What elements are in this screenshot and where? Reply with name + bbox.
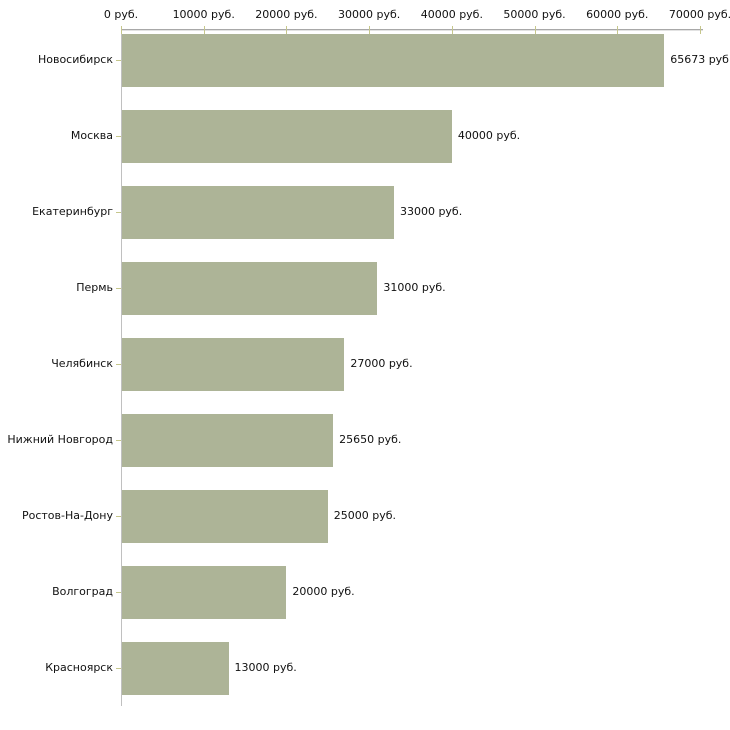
axis-tick-mark <box>700 26 701 34</box>
axis-tick-label: 30000 руб. <box>338 8 401 21</box>
bar <box>122 641 229 695</box>
bar <box>122 109 452 163</box>
category-label: Ростов-На-Дону <box>21 509 113 522</box>
value-label: 33000 руб. <box>399 205 463 218</box>
category-label: Волгоград <box>52 585 113 598</box>
axis-tick-mark <box>286 26 288 34</box>
axis-tick-mark <box>369 26 371 34</box>
value-label: 25000 руб. <box>333 509 397 522</box>
category-tick-mark <box>116 364 121 365</box>
axis-tick-label: 60000 руб. <box>586 8 649 21</box>
bar <box>122 337 344 391</box>
bar <box>122 33 664 87</box>
bar <box>122 413 333 467</box>
category-label: Екатеринбург <box>32 205 113 218</box>
axis-tick-label: 50000 руб. <box>503 8 566 21</box>
bar <box>122 565 286 619</box>
axis-tick-mark <box>534 26 536 34</box>
category-label: Пермь <box>76 281 113 294</box>
bar <box>122 489 328 543</box>
category-tick-mark <box>116 136 121 137</box>
axis-tick-label: 40000 руб. <box>420 8 483 21</box>
category-tick-mark <box>116 668 121 669</box>
axis-tick-mark <box>121 26 122 34</box>
value-label: 13000 руб. <box>234 661 297 674</box>
axis-tick-mark <box>203 26 205 34</box>
category-label: Москва <box>70 129 113 142</box>
axis-tick-mark <box>617 26 619 34</box>
bar <box>122 261 377 315</box>
category-tick-mark <box>116 516 121 517</box>
axis-tick-label: 20000 руб. <box>255 8 318 21</box>
category-tick-mark <box>116 288 121 289</box>
category-tick-mark <box>116 212 121 213</box>
category-label: Челябинск <box>51 357 113 370</box>
axis-tick-label: 70000 руб. <box>668 8 730 21</box>
value-label: 40000 руб. <box>457 129 521 142</box>
value-label: 20000 руб. <box>292 585 355 598</box>
category-label: Нижний Новгород <box>7 433 113 446</box>
value-label: 65673 руб. <box>670 53 730 66</box>
category-tick-mark <box>116 440 121 441</box>
category-tick-mark <box>116 592 121 593</box>
value-axis-line <box>121 29 703 30</box>
axis-tick-mark <box>451 26 453 34</box>
category-label: Красноярск <box>45 661 113 674</box>
category-axis-line <box>121 29 122 706</box>
value-label: 27000 руб. <box>350 357 413 370</box>
bar <box>122 185 394 239</box>
value-label: 31000 руб. <box>383 281 446 294</box>
axis-tick-label: 10000 руб. <box>172 8 235 21</box>
value-label: 25650 руб. <box>339 433 402 446</box>
category-tick-mark <box>116 60 121 61</box>
axis-tick-label: 0 руб. <box>103 8 139 21</box>
category-label: Новосибирск <box>37 53 113 66</box>
